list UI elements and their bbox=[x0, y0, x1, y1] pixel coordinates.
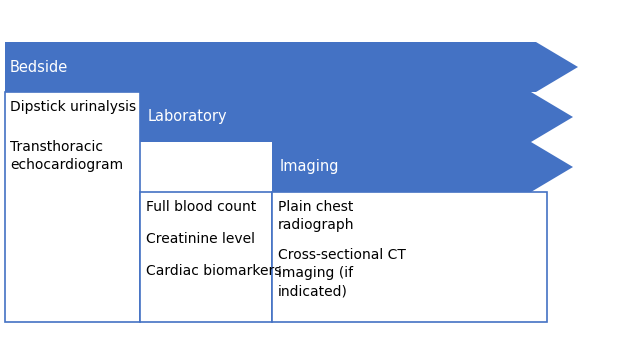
Text: Cardiac biomarkers: Cardiac biomarkers bbox=[146, 264, 281, 278]
Text: Cross-sectional CT
imaging (if
indicated): Cross-sectional CT imaging (if indicated… bbox=[278, 248, 406, 299]
Polygon shape bbox=[140, 92, 573, 142]
Text: Bedside: Bedside bbox=[10, 60, 68, 74]
Bar bbox=[272, 192, 547, 322]
Polygon shape bbox=[272, 142, 573, 192]
Text: Full blood count: Full blood count bbox=[146, 200, 256, 214]
Bar bbox=[140, 192, 272, 322]
Text: Laboratory: Laboratory bbox=[148, 110, 227, 125]
Bar bbox=[5, 92, 140, 322]
Text: Imaging: Imaging bbox=[280, 159, 339, 174]
Polygon shape bbox=[5, 42, 578, 92]
Text: Dipstick urinalysis: Dipstick urinalysis bbox=[10, 100, 136, 114]
Text: Plain chest
radiograph: Plain chest radiograph bbox=[278, 200, 355, 232]
Text: Transthoracic
echocardiogram: Transthoracic echocardiogram bbox=[10, 140, 123, 172]
Text: Creatinine level: Creatinine level bbox=[146, 232, 255, 246]
